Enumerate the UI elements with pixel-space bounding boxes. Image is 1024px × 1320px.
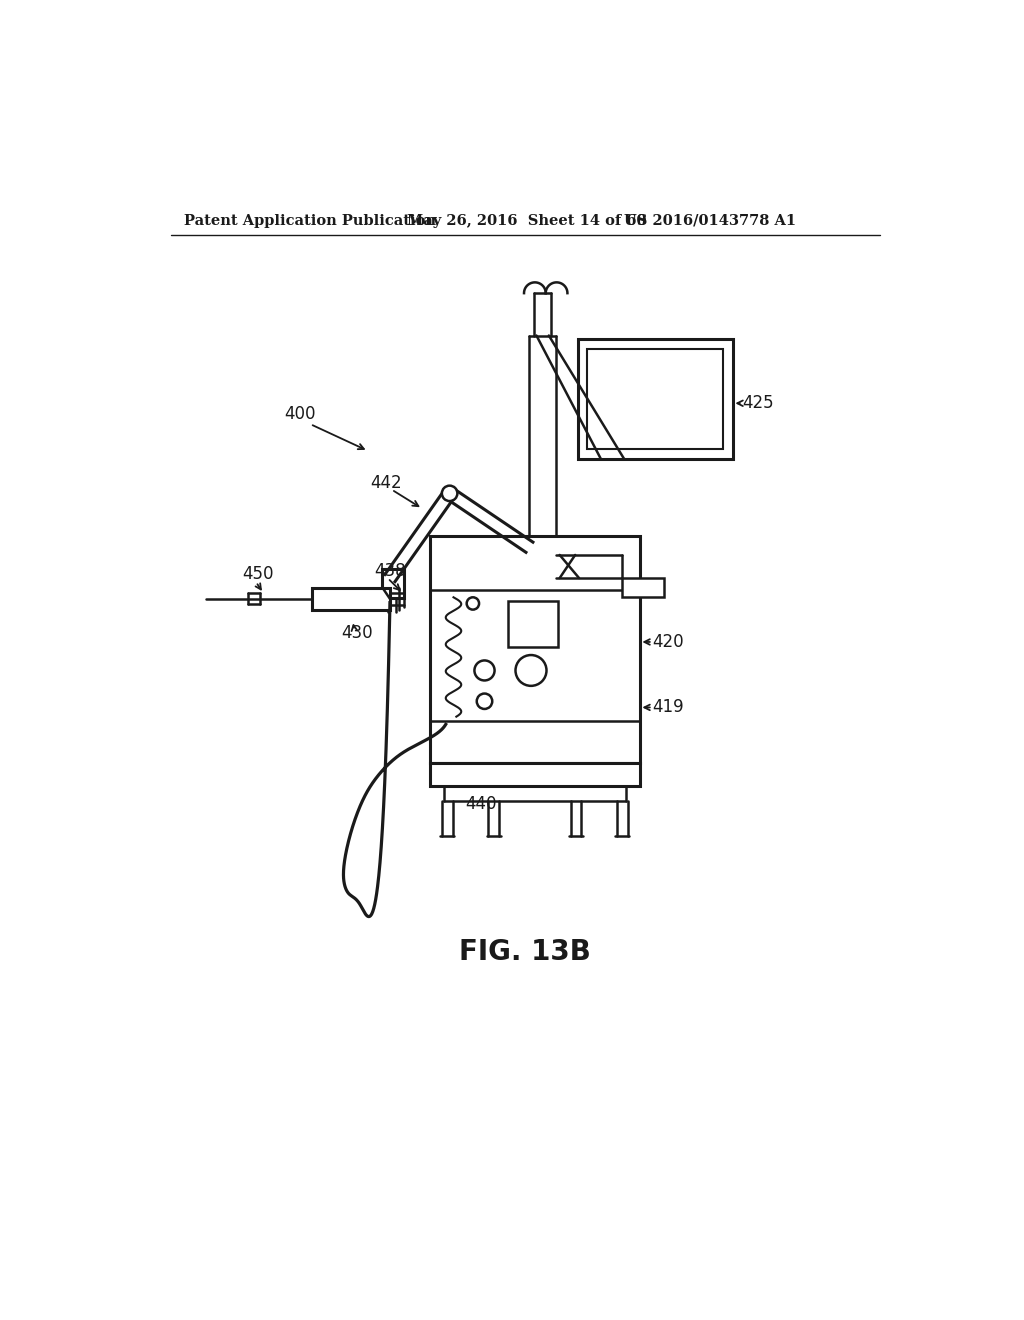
Circle shape <box>442 486 458 502</box>
Text: 442: 442 <box>370 474 401 492</box>
Text: 430: 430 <box>341 624 373 642</box>
Bar <box>430 536 640 763</box>
Bar <box>622 578 665 597</box>
Circle shape <box>515 655 547 686</box>
Text: FIG. 13B: FIG. 13B <box>459 937 591 965</box>
Text: Patent Application Publication: Patent Application Publication <box>183 214 436 228</box>
Text: 440: 440 <box>465 795 497 813</box>
Text: 419: 419 <box>652 698 684 717</box>
Text: May 26, 2016  Sheet 14 of 60: May 26, 2016 Sheet 14 of 60 <box>407 214 646 228</box>
Text: 400: 400 <box>285 405 316 422</box>
Bar <box>382 569 403 598</box>
Bar <box>508 601 558 647</box>
Bar <box>587 348 723 449</box>
Text: 450: 450 <box>243 565 274 583</box>
Circle shape <box>477 693 493 709</box>
Text: 438: 438 <box>375 562 407 579</box>
Text: US 2016/0143778 A1: US 2016/0143778 A1 <box>624 214 796 228</box>
Text: 420: 420 <box>652 634 684 651</box>
Text: 425: 425 <box>742 395 774 412</box>
Circle shape <box>467 597 479 610</box>
Bar <box>430 763 640 785</box>
Bar <box>578 339 732 459</box>
Bar <box>312 589 390 610</box>
Circle shape <box>474 660 495 681</box>
